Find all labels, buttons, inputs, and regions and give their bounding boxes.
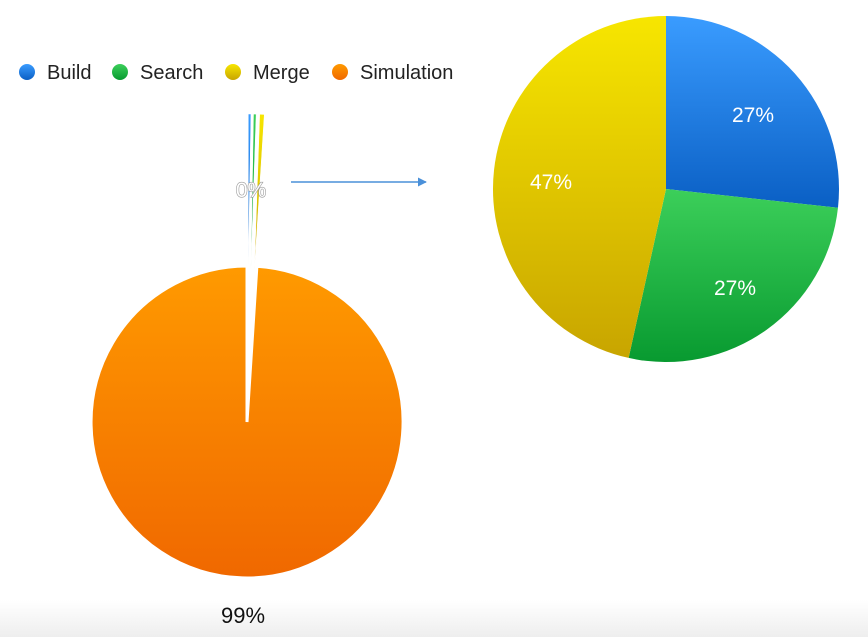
legend-label-simulation: Simulation bbox=[360, 62, 453, 84]
legend: Build Search Merge Simulation bbox=[19, 62, 453, 84]
detail-pie: 27% 27% 47% bbox=[492, 16, 840, 363]
main-slice-simulation bbox=[89, 264, 405, 580]
legend-label-search: Search bbox=[140, 62, 203, 84]
legend-swatch-simulation bbox=[332, 64, 348, 80]
detail-label-merge: 47% bbox=[530, 171, 572, 194]
legend-entry-simulation: Simulation bbox=[332, 62, 453, 84]
detail-slice-search bbox=[628, 189, 838, 363]
legend-label-build: Build bbox=[47, 62, 91, 84]
main-label-simulation: 99% bbox=[221, 603, 265, 628]
main-pie: 0% 99% bbox=[89, 113, 405, 628]
detail-slice-merge bbox=[492, 16, 666, 358]
legend-label-merge: Merge bbox=[253, 62, 310, 84]
main-slice-merge bbox=[254, 114, 265, 271]
detail-label-build: 27% bbox=[732, 104, 774, 127]
legend-swatch-build bbox=[19, 64, 35, 80]
legend-entry-merge: Merge bbox=[225, 62, 310, 84]
bottom-shade bbox=[0, 600, 868, 637]
detail-label-search: 27% bbox=[714, 277, 756, 300]
detail-slice-build bbox=[666, 16, 840, 208]
legend-entry-search: Search bbox=[112, 62, 203, 84]
main-label-small: 0% bbox=[236, 179, 266, 202]
main-slice-search bbox=[250, 113, 257, 271]
main-slice-build bbox=[248, 113, 252, 271]
legend-swatch-search bbox=[112, 64, 128, 80]
legend-swatch-merge bbox=[225, 64, 241, 80]
legend-entry-build: Build bbox=[19, 62, 91, 84]
